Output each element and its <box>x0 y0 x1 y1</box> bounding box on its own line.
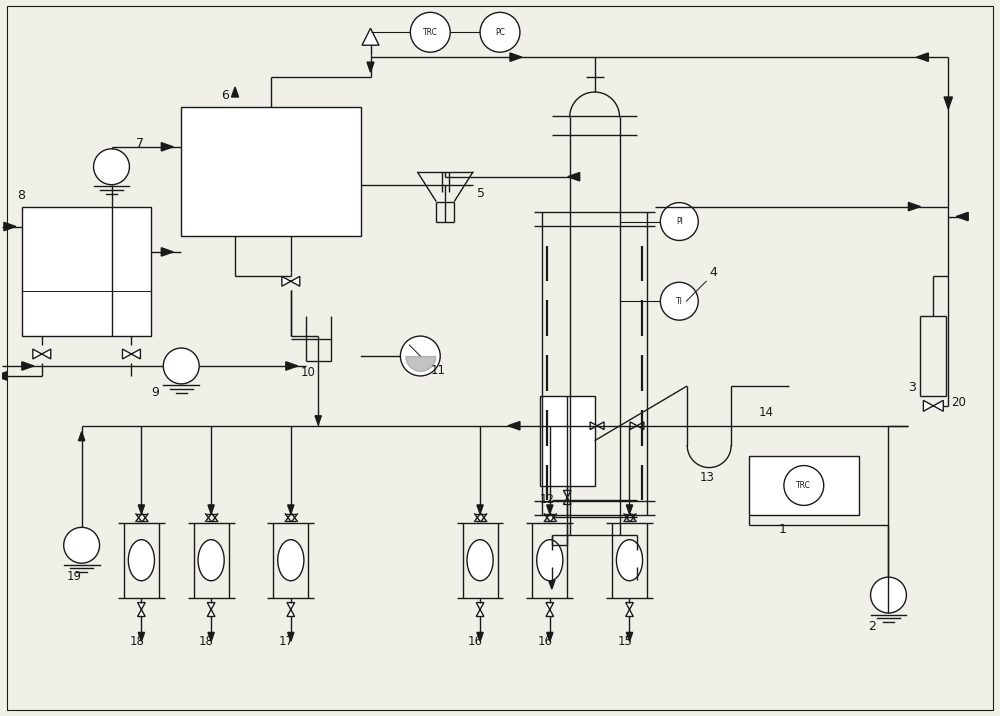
Circle shape <box>400 336 440 376</box>
Ellipse shape <box>278 540 304 581</box>
Circle shape <box>64 528 100 563</box>
Polygon shape <box>944 97 952 109</box>
Polygon shape <box>287 603 295 616</box>
Polygon shape <box>138 505 145 514</box>
Polygon shape <box>4 223 16 231</box>
Text: 20: 20 <box>951 396 966 409</box>
Polygon shape <box>510 53 522 62</box>
Text: 16: 16 <box>538 635 553 649</box>
Circle shape <box>660 203 698 241</box>
Polygon shape <box>548 551 556 565</box>
Polygon shape <box>549 580 555 589</box>
Circle shape <box>410 12 450 52</box>
Polygon shape <box>315 416 321 425</box>
Polygon shape <box>626 505 633 514</box>
Text: 14: 14 <box>759 406 774 419</box>
Polygon shape <box>282 276 300 286</box>
Polygon shape <box>286 362 298 370</box>
Polygon shape <box>78 432 85 440</box>
Ellipse shape <box>198 540 224 581</box>
Text: 5: 5 <box>477 187 485 200</box>
Polygon shape <box>208 632 214 642</box>
Polygon shape <box>362 29 379 45</box>
Polygon shape <box>161 142 173 151</box>
Polygon shape <box>161 248 173 256</box>
Circle shape <box>784 465 824 505</box>
Text: TI: TI <box>676 296 683 306</box>
Circle shape <box>163 348 199 384</box>
Text: 11: 11 <box>430 364 445 377</box>
Polygon shape <box>590 422 604 430</box>
Text: 1: 1 <box>779 523 787 536</box>
Polygon shape <box>367 62 374 72</box>
Polygon shape <box>630 422 644 430</box>
Text: 3: 3 <box>908 381 916 394</box>
Bar <box>181 107 361 236</box>
Text: 7: 7 <box>136 137 144 150</box>
Polygon shape <box>547 505 553 514</box>
Polygon shape <box>626 632 633 642</box>
Polygon shape <box>923 400 943 411</box>
Circle shape <box>660 282 698 320</box>
Polygon shape <box>288 632 294 642</box>
Ellipse shape <box>128 540 154 581</box>
Polygon shape <box>288 505 294 514</box>
Circle shape <box>871 577 906 613</box>
Text: TRC: TRC <box>796 481 811 490</box>
Polygon shape <box>477 505 483 514</box>
Text: 19: 19 <box>67 570 82 583</box>
Polygon shape <box>508 422 520 430</box>
Polygon shape <box>476 603 484 616</box>
Text: 9: 9 <box>151 386 159 399</box>
Polygon shape <box>956 213 968 221</box>
Text: PC: PC <box>495 28 505 37</box>
Ellipse shape <box>616 540 643 581</box>
Text: 18: 18 <box>199 635 214 649</box>
Text: 15: 15 <box>618 635 632 649</box>
Text: 2: 2 <box>869 620 876 633</box>
Bar <box>22 207 151 336</box>
Circle shape <box>480 12 520 52</box>
Text: 17: 17 <box>279 635 294 649</box>
Polygon shape <box>626 603 633 616</box>
Text: 13: 13 <box>699 470 714 483</box>
Bar <box>749 455 859 516</box>
Text: 8: 8 <box>17 188 25 202</box>
Text: 10: 10 <box>301 366 316 379</box>
Bar <box>540 396 595 485</box>
Polygon shape <box>547 632 553 642</box>
Ellipse shape <box>467 540 493 581</box>
Polygon shape <box>568 173 580 181</box>
Polygon shape <box>634 551 641 565</box>
Polygon shape <box>563 490 571 505</box>
Polygon shape <box>138 632 145 642</box>
Polygon shape <box>546 603 554 616</box>
Polygon shape <box>122 349 140 359</box>
Text: 16: 16 <box>468 635 483 649</box>
Text: 6: 6 <box>221 89 229 102</box>
Text: PI: PI <box>676 217 683 226</box>
Text: 4: 4 <box>709 266 717 279</box>
Polygon shape <box>22 362 34 370</box>
Polygon shape <box>908 203 920 211</box>
Polygon shape <box>916 53 928 62</box>
Text: 18: 18 <box>129 635 144 649</box>
Polygon shape <box>207 603 215 616</box>
Text: 12: 12 <box>540 493 555 506</box>
Text: TRC: TRC <box>423 28 438 37</box>
Polygon shape <box>138 603 145 616</box>
Polygon shape <box>0 372 7 380</box>
Polygon shape <box>208 505 214 514</box>
Circle shape <box>94 149 129 185</box>
Polygon shape <box>232 87 239 97</box>
Polygon shape <box>33 349 51 359</box>
Ellipse shape <box>537 540 563 581</box>
Polygon shape <box>477 632 483 642</box>
